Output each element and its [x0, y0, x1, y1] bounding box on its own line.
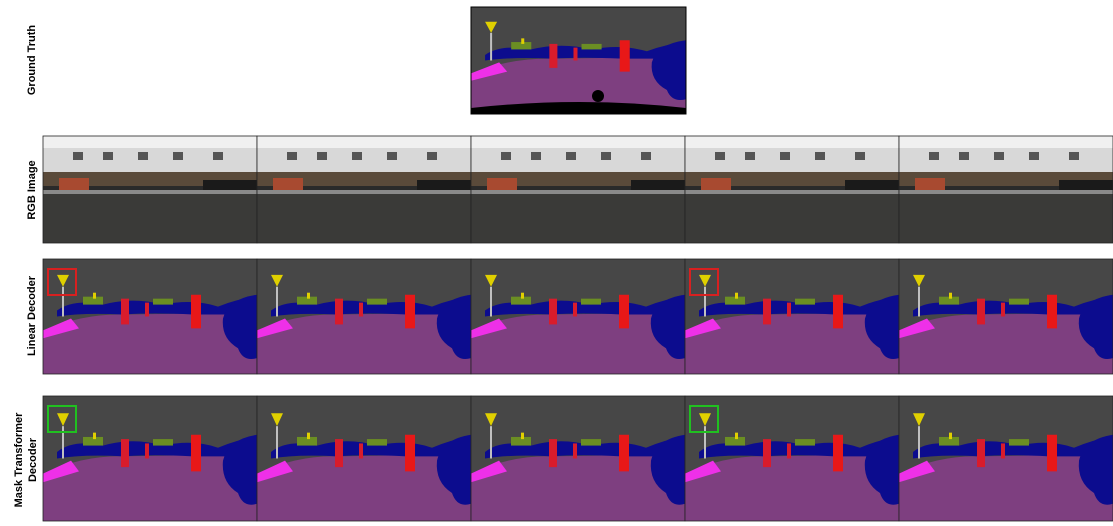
image-rows — [43, 136, 1113, 521]
row-label: Decoder — [27, 437, 39, 482]
tile-image — [471, 136, 685, 243]
tile-image — [899, 259, 1113, 374]
tile-image — [257, 136, 471, 243]
row-label: Linear Decoder — [26, 275, 38, 356]
figure: Ground Truth RGB Image Linear Decoder Ma… — [0, 0, 1113, 526]
tile-image — [685, 136, 899, 243]
tile-image — [471, 259, 685, 374]
row-label: Ground Truth — [26, 25, 38, 96]
tile-image — [257, 259, 471, 374]
tile-image — [899, 136, 1113, 243]
tile-image — [257, 396, 471, 521]
tile-image — [471, 396, 685, 521]
row-label: RGB Image — [26, 160, 38, 219]
tile-image — [43, 136, 257, 243]
row-label: Mask Transformer — [13, 412, 25, 507]
tile-image — [899, 396, 1113, 521]
page: Ground Truth RGB Image Linear Decoder Ma… — [0, 0, 1113, 526]
ground-truth-image — [471, 7, 686, 114]
